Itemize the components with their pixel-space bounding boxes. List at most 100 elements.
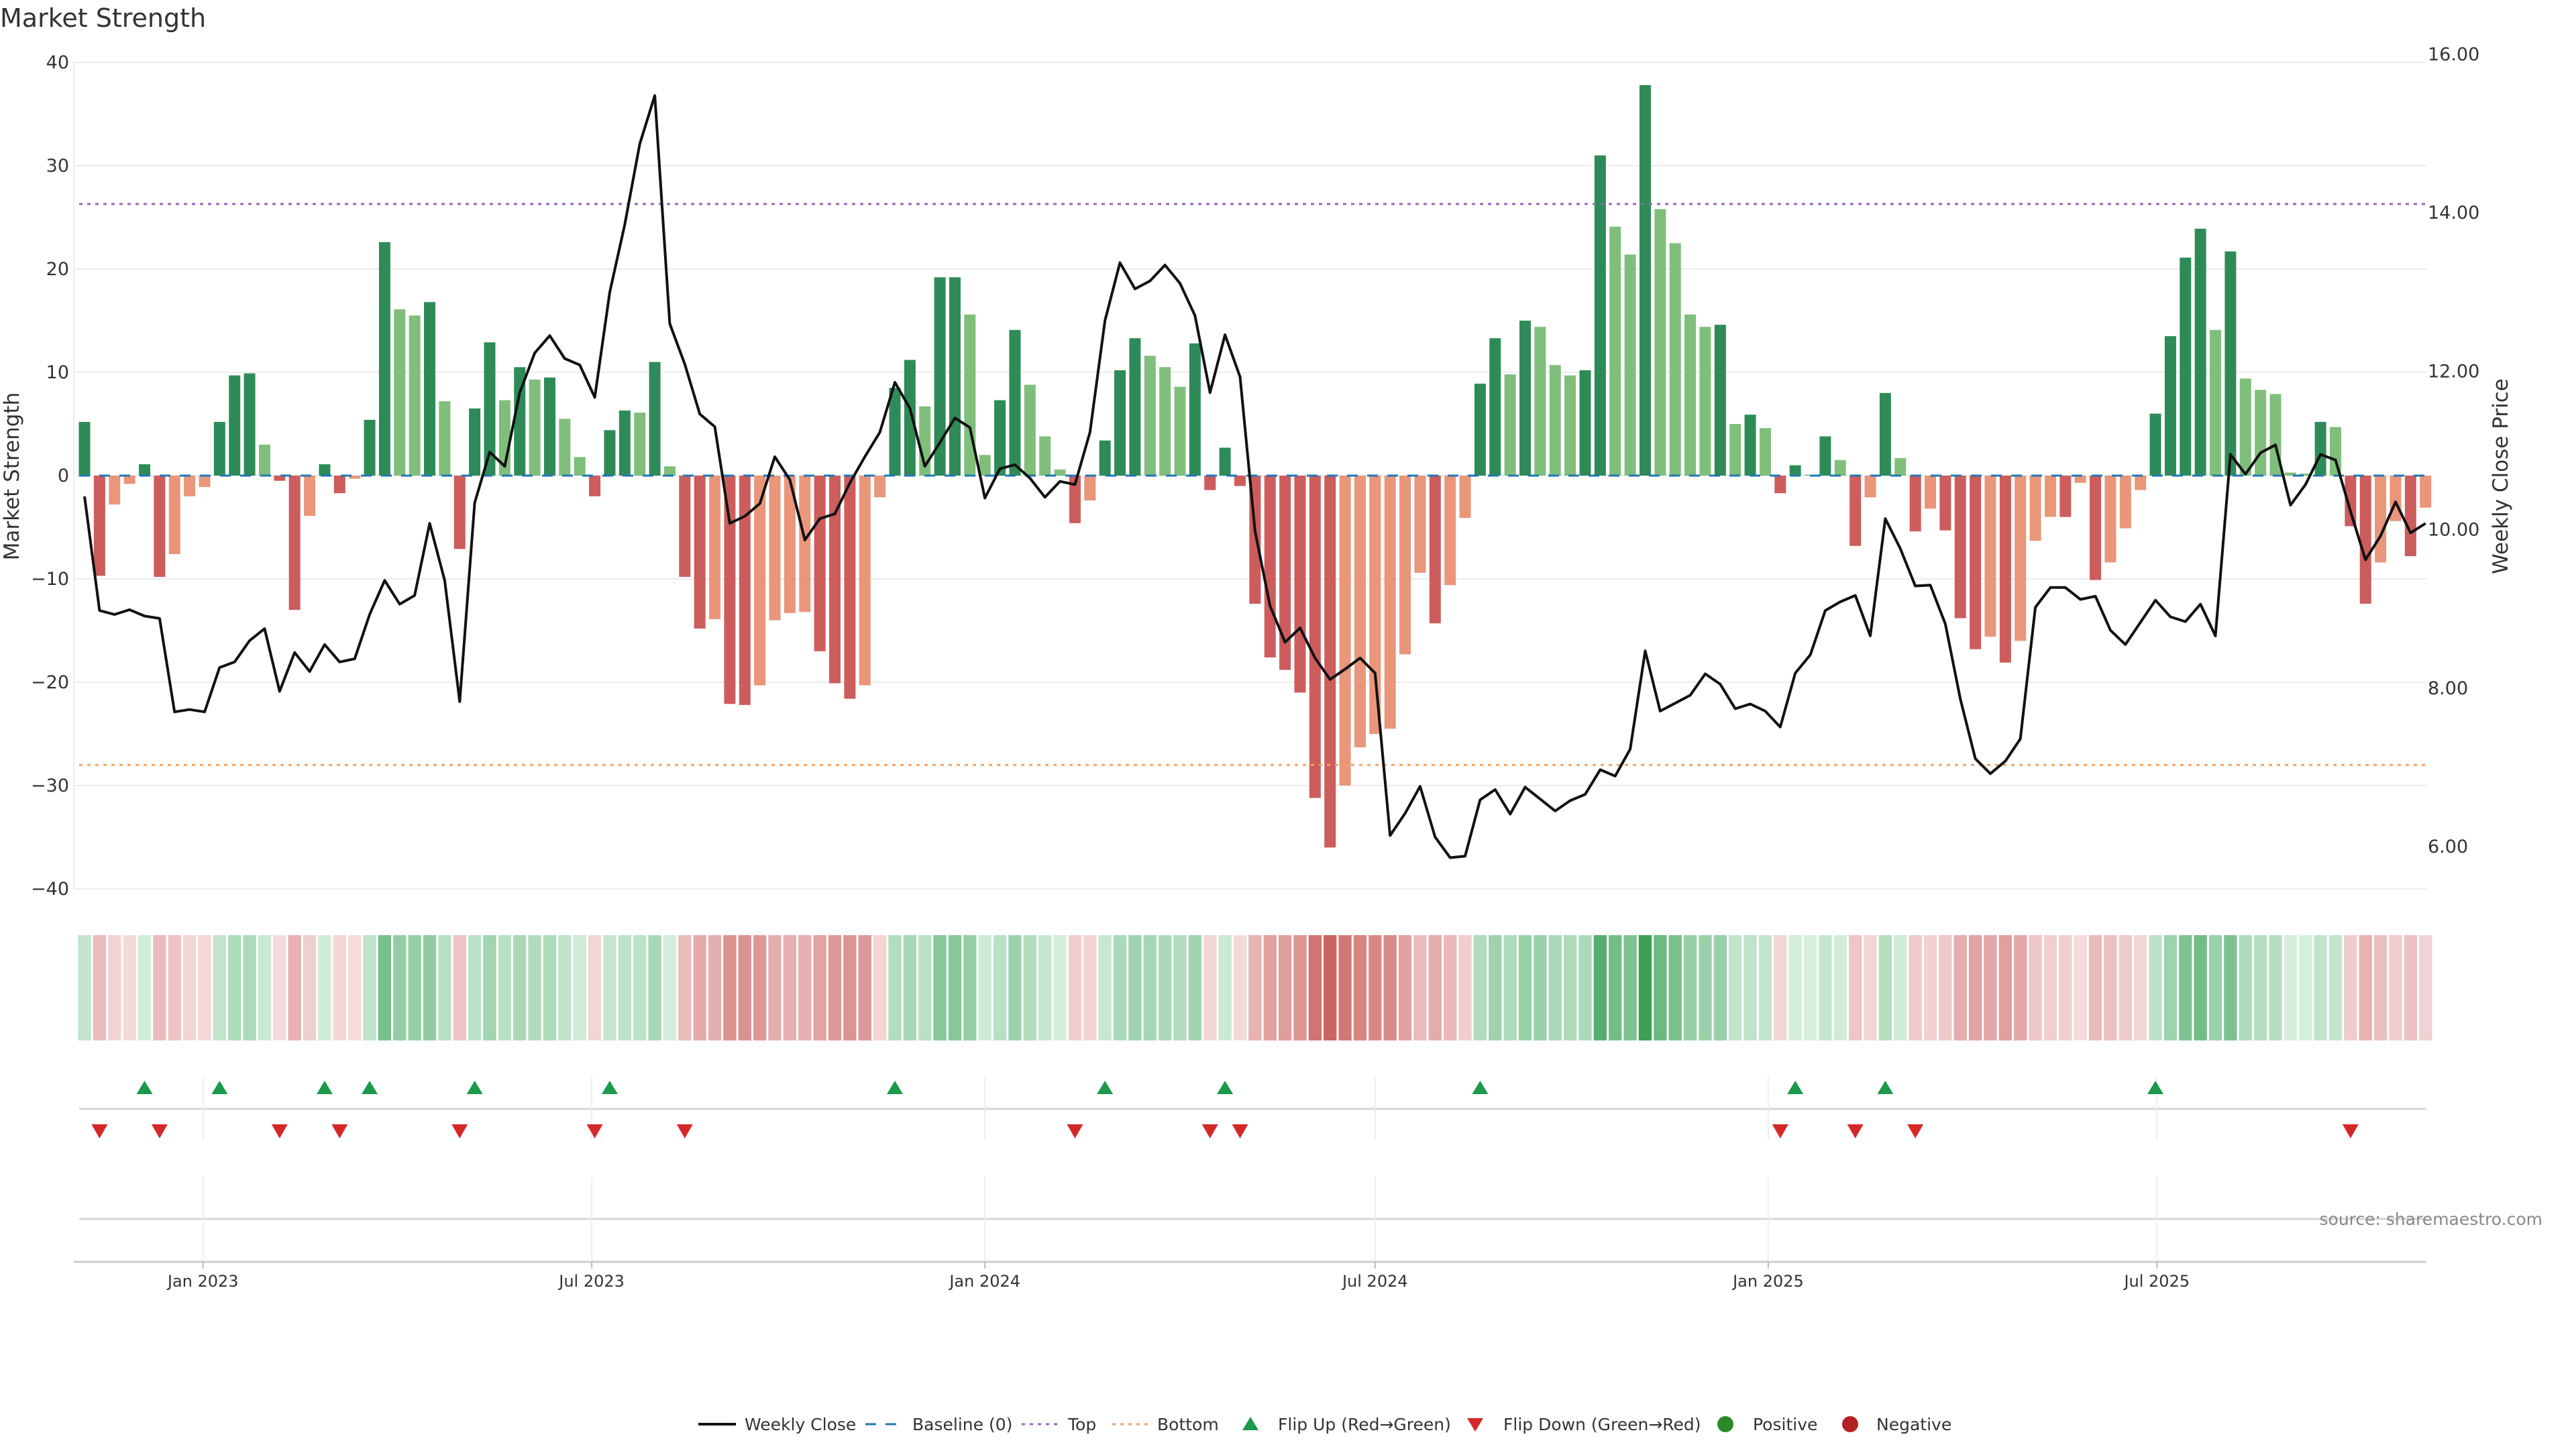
- strength-bar: [709, 476, 721, 620]
- heatmap-cell: [2373, 935, 2387, 1040]
- heatmap-cell: [738, 935, 751, 1040]
- heatmap-cell: [393, 935, 407, 1040]
- flip-up-marker: [316, 1081, 333, 1094]
- heatmap-cell: [663, 935, 677, 1040]
- strength-bar: [1444, 476, 1456, 586]
- strength-bar: [2029, 476, 2041, 541]
- heatmap-cell: [993, 935, 1007, 1040]
- heatmap-cell: [2088, 935, 2102, 1040]
- heatmap-cell: [2224, 935, 2237, 1040]
- strength-bar: [1879, 392, 1891, 476]
- heatmap-cell: [453, 935, 466, 1040]
- strength-bar: [1534, 327, 1546, 476]
- strength-bar: [1024, 384, 1036, 476]
- strength-bar: [1699, 327, 1711, 476]
- heatmap-cell: [543, 935, 557, 1040]
- strength-bar: [1144, 356, 1156, 476]
- flip-up-marker: [601, 1081, 618, 1094]
- strength-bar: [1954, 476, 1966, 619]
- strength-bar: [1744, 415, 1756, 476]
- heatmap-cell: [1623, 935, 1637, 1040]
- strength-bar: [994, 400, 1006, 476]
- heatmap-cell: [798, 935, 812, 1040]
- flip-down-marker: [271, 1124, 288, 1138]
- heatmap-cell: [1654, 935, 1667, 1040]
- strength-bar: [1714, 325, 1726, 476]
- strength-bar: [754, 476, 766, 686]
- strength-bars: [78, 85, 2432, 848]
- y-tick-label: 10: [46, 362, 69, 383]
- strength-bar: [1054, 469, 1066, 476]
- strength-bar: [1639, 85, 1651, 476]
- heatmap-cell: [1593, 935, 1607, 1040]
- heatmap-cell: [1368, 935, 1382, 1040]
- heatmap-cell: [903, 935, 917, 1040]
- strength-bar: [1369, 476, 1381, 734]
- heatmap-cell: [168, 935, 181, 1040]
- strength-bar: [2074, 476, 2086, 483]
- y-tick-label: −10: [31, 569, 69, 590]
- weekly-close-line: [83, 94, 2426, 859]
- strength-bar: [2359, 476, 2371, 604]
- strength-bar: [1925, 476, 1937, 509]
- strength-bar: [514, 367, 526, 476]
- heatmap-cell: [1443, 935, 1457, 1040]
- strength-bar: [979, 455, 991, 476]
- strength-bar: [109, 476, 121, 505]
- heatmap-cell: [2239, 935, 2252, 1040]
- strength-bar: [1654, 209, 1666, 476]
- strength-bar: [1970, 476, 1982, 649]
- strength-bar: [244, 373, 256, 476]
- heatmap-cell: [648, 935, 661, 1040]
- heatmap-cell: [693, 935, 706, 1040]
- heatmap-cell: [1458, 935, 1472, 1040]
- heatmap-cell: [378, 935, 392, 1040]
- strength-bar: [229, 375, 241, 476]
- strength-bar: [1834, 460, 1846, 476]
- flip-down-marker: [676, 1124, 693, 1138]
- heatmap-cell: [963, 935, 977, 1040]
- heatmap-cell: [1188, 935, 1202, 1040]
- strength-bar: [484, 342, 496, 476]
- heatmap-cell: [1638, 935, 1652, 1040]
- source-note: source: sharemaestro.com: [2320, 1210, 2543, 1229]
- strength-bar: [184, 476, 196, 496]
- strength-bar: [453, 476, 466, 549]
- strength-bar: [663, 466, 676, 476]
- y2-tick-label: 10.00: [2428, 520, 2479, 541]
- heatmap-cell: [843, 935, 857, 1040]
- x-axis: Jan 2023 Jul 2023 Jan 2024 Jul 2024 Jan 2025…: [74, 1260, 2426, 1291]
- y-axis-label: Market Strength: [0, 392, 24, 561]
- strength-bar: [1504, 374, 1516, 476]
- heatmap-cell: [1398, 935, 1412, 1040]
- strength-bar: [844, 476, 856, 699]
- strength-bar: [2090, 476, 2102, 580]
- strength-bar: [288, 476, 301, 610]
- flip-up-marker: [1097, 1081, 1114, 1094]
- heatmap-cell: [918, 935, 932, 1040]
- weekly-close-polyline: [83, 94, 2426, 859]
- flip-down-marker: [586, 1124, 603, 1138]
- strength-bar: [349, 476, 361, 479]
- heatmap-cell: [873, 935, 887, 1040]
- y2-tick-label: 8.00: [2428, 678, 2468, 699]
- heatmap-cell: [888, 935, 902, 1040]
- heatmap-cell: [1774, 935, 1787, 1040]
- heatmap-cell: [1803, 935, 1817, 1040]
- strength-bar: [1384, 476, 1396, 729]
- heatmap-cell: [1068, 935, 1082, 1040]
- flip-up-marker: [1217, 1081, 1234, 1094]
- strength-bar: [1189, 343, 1201, 476]
- heatmap-cell: [78, 935, 91, 1040]
- legend-label: Negative: [1876, 1415, 1951, 1434]
- heatmap-cell: [1909, 935, 1922, 1040]
- strength-bar: [2015, 476, 2027, 641]
- heatmap-cell: [558, 935, 572, 1040]
- flip-up-marker: [886, 1081, 903, 1094]
- strength-bar: [2314, 421, 2326, 476]
- strength-bar: [1549, 365, 1561, 476]
- y-tick-label: 20: [46, 259, 69, 280]
- strength-bar: [739, 476, 751, 705]
- heatmap-cell: [2389, 935, 2402, 1040]
- strength-bar: [78, 421, 91, 476]
